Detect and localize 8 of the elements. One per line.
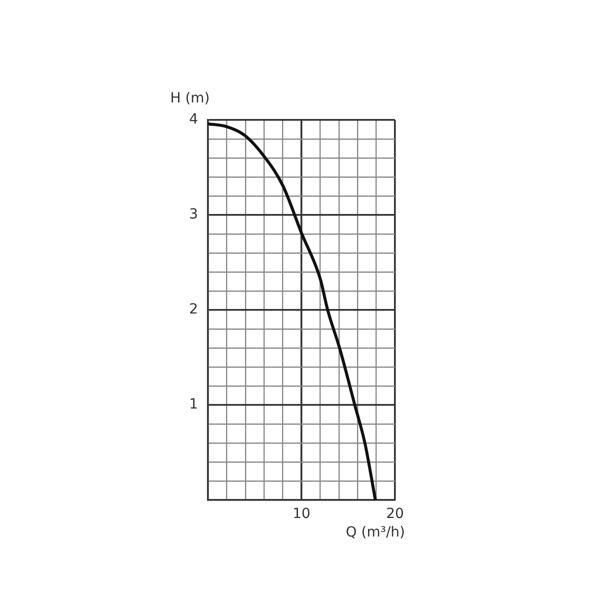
- y-tick-label: 4: [189, 112, 198, 128]
- x-tick-label: 10: [292, 506, 310, 522]
- y-tick-label: 2: [189, 302, 198, 318]
- y-tick-label: 3: [189, 206, 198, 223]
- x-axis-title: Q (m³/h): [346, 524, 405, 541]
- y-tick-label: 1: [189, 396, 198, 413]
- y-axis-title: H (m): [170, 90, 210, 107]
- x-tick-label: 20: [386, 506, 404, 522]
